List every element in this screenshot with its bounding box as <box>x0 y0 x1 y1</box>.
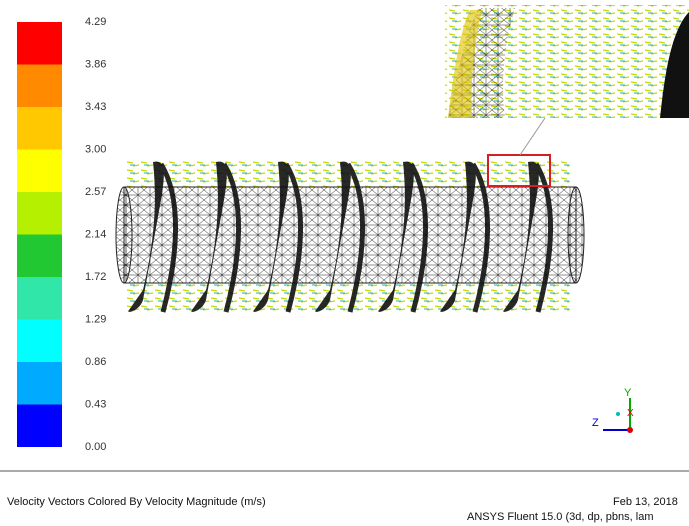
helix-blade <box>253 161 289 312</box>
helix-blade-edge <box>345 162 366 313</box>
helix-blade-edge <box>221 162 242 313</box>
axis-triad: Y Z X <box>592 387 634 433</box>
colorbar: 4.29 3.86 3.43 3.00 2.57 2.14 1.72 1.29 0.86 0.43… <box>17 16 106 453</box>
helix-blade <box>191 161 227 312</box>
helix-blade <box>440 161 476 312</box>
colorbar-label: 4.29 <box>85 16 106 28</box>
colorbar-label: 3.86 <box>85 58 106 70</box>
helix-blade <box>503 161 539 312</box>
colorbar-label: 0.86 <box>85 356 106 368</box>
color-band <box>17 319 62 362</box>
helix-blades <box>128 161 554 313</box>
cylinder-mesh <box>123 186 577 284</box>
helix-blade-edge <box>470 162 491 313</box>
helix-blade-edge <box>283 162 304 313</box>
axis-label: Z <box>592 417 599 429</box>
colorbar-label: 0.00 <box>85 441 106 453</box>
color-band <box>17 362 62 405</box>
colorbar-label: 1.72 <box>85 271 106 283</box>
footer-solver: ANSYS Fluent 15.0 (3d, dp, pbns, lam <box>467 511 654 523</box>
colorbar-label: 2.57 <box>85 186 106 198</box>
helix-blade-edge <box>408 162 429 313</box>
color-band <box>17 277 62 320</box>
helix-blade-edge <box>158 162 179 313</box>
origin-marker <box>616 412 620 416</box>
viewport: 4.29 3.86 3.43 3.00 2.57 2.14 1.72 1.29 0.86 0.43… <box>0 5 689 472</box>
colorbar-label: 0.43 <box>85 398 106 410</box>
colorbar-label: 3.00 <box>85 143 106 155</box>
color-band <box>17 234 62 277</box>
inset-highlight <box>448 10 482 118</box>
color-band <box>17 404 62 447</box>
color-band <box>17 22 62 65</box>
colorbar-label: 2.14 <box>85 228 106 240</box>
footer-date: Feb 13, 2018 <box>613 496 678 508</box>
color-band <box>17 107 62 150</box>
footer-title: Velocity Vectors Colored By Velocity Mag… <box>7 496 266 508</box>
zoom-leader <box>519 117 546 156</box>
geometry <box>115 5 689 313</box>
colorbar-label: 3.43 <box>85 101 106 113</box>
axis-label: X <box>627 408 634 419</box>
vector-field <box>125 283 570 313</box>
color-band <box>17 192 62 235</box>
color-band <box>17 64 62 107</box>
helix-blade <box>128 161 164 312</box>
cylinder-end <box>567 186 585 284</box>
helix-blade <box>315 161 351 312</box>
zoom-box <box>487 154 551 187</box>
helix-blade <box>378 161 414 312</box>
x-axis <box>627 427 633 433</box>
axis-label: Y <box>624 387 632 399</box>
helix-blade-edge <box>533 162 554 313</box>
inset-blade <box>660 12 689 118</box>
color-band <box>17 149 62 192</box>
colorbar-label: 1.29 <box>85 313 106 325</box>
